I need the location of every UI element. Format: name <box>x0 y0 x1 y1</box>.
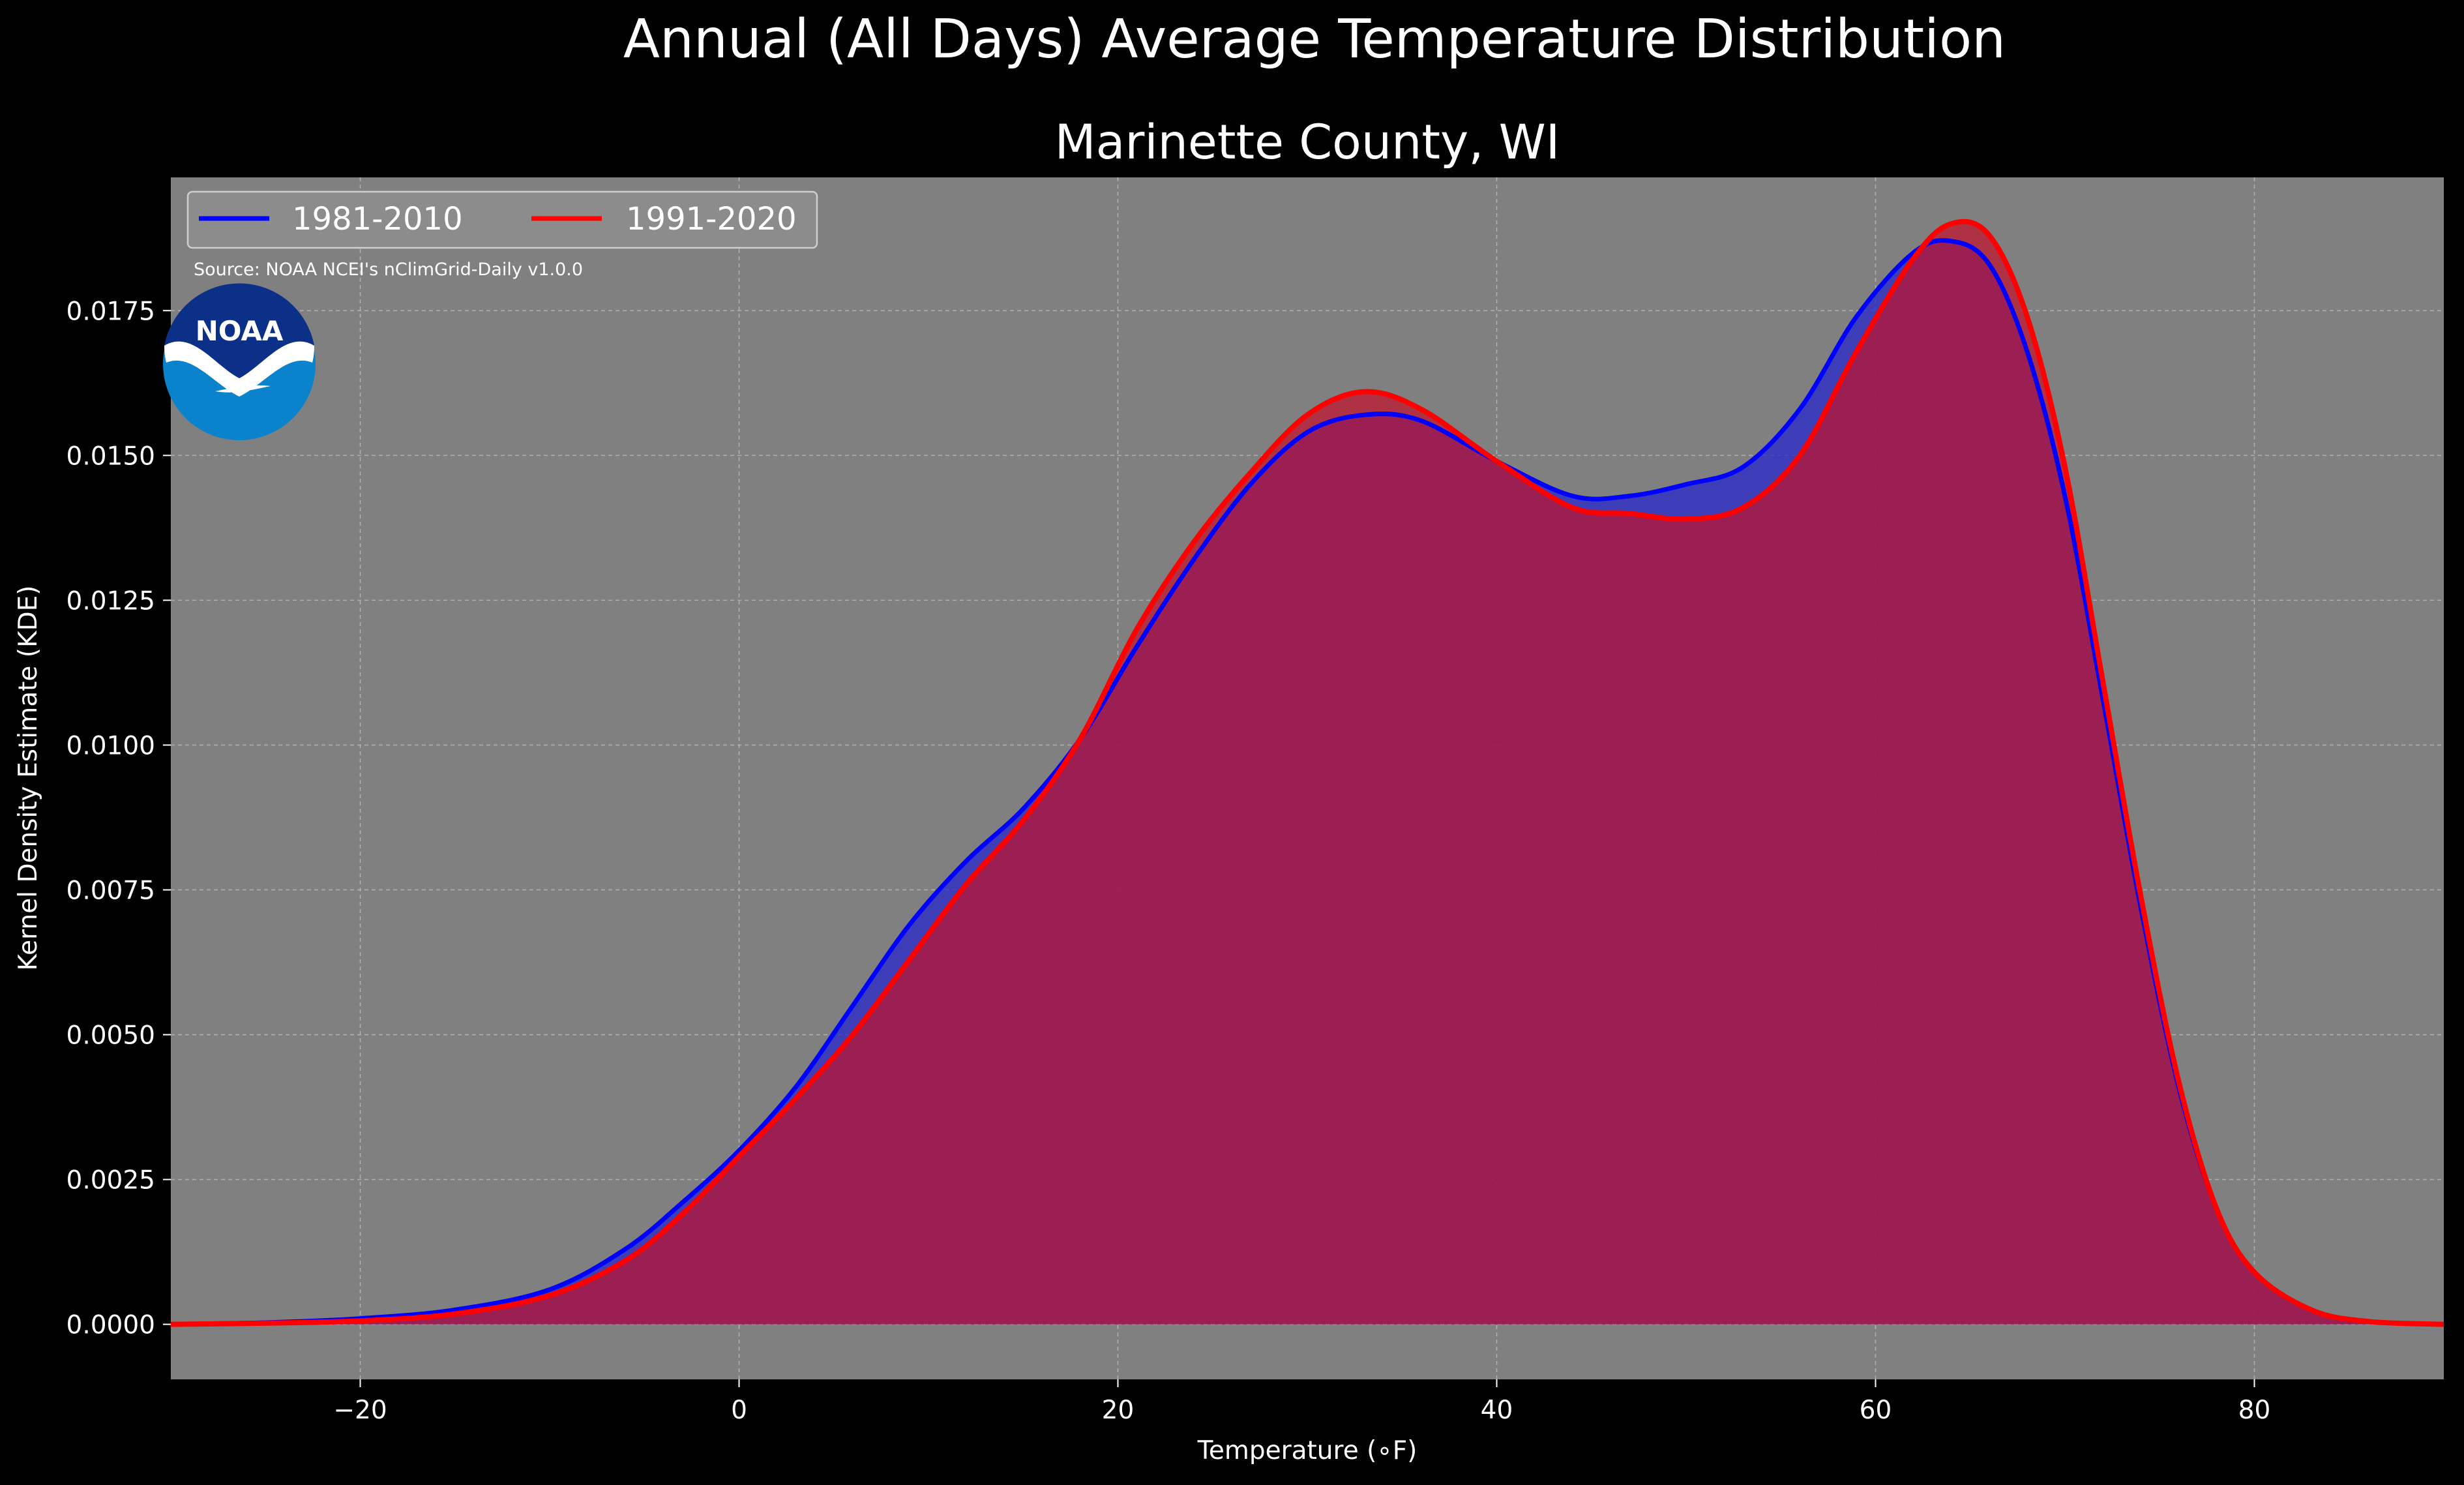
y-tick-label: 0.0150 <box>67 442 155 471</box>
y-tick-label: 0.0175 <box>67 297 155 326</box>
y-tick-label: 0.0000 <box>67 1311 155 1340</box>
x-tick-label: 0 <box>731 1396 747 1425</box>
y-tick-label: 0.0075 <box>67 876 155 905</box>
x-axis-ticks: −20 0 20 40 60 80 <box>333 1379 2270 1425</box>
x-tick-label: 60 <box>1860 1396 1892 1425</box>
y-tick-label: 0.0125 <box>67 586 155 616</box>
noaa-logo: NOAA <box>163 283 316 440</box>
x-tick-label: 40 <box>1481 1396 1513 1425</box>
source-annotation: Source: NOAA NCEI's nClimGrid-Daily v1.0… <box>194 260 583 280</box>
legend-box <box>186 190 818 249</box>
y-tick-label: 0.0050 <box>67 1021 155 1051</box>
x-tick-label: −20 <box>333 1396 387 1425</box>
x-axis-label: Temperature (∘F) <box>1197 1436 1418 1465</box>
legend: 1981-2010 1991-2020 <box>186 190 818 249</box>
series-lines <box>171 218 2444 1327</box>
noaa-logo-text: NOAA <box>196 315 284 347</box>
x-tick-label: 80 <box>2238 1396 2271 1425</box>
chart-title: Annual (All Days) Average Temperature Di… <box>623 8 2006 70</box>
y-tick-label: 0.0100 <box>67 731 155 760</box>
legend-label-1991-2020: 1991-2020 <box>626 201 797 237</box>
legend-label-1981-2010: 1981-2010 <box>292 201 463 237</box>
chart-subtitle: Marinette County, WI <box>1055 115 1560 170</box>
y-axis-ticks: 0.0000 0.0025 0.0050 0.0075 0.0100 0.0125 0.01… <box>67 297 171 1340</box>
y-axis-label: Kernel Density Estimate (KDE) <box>14 586 43 971</box>
x-tick-label: 20 <box>1102 1396 1135 1425</box>
series-fill-1991-2020 <box>171 221 2444 1325</box>
y-tick-label: 0.0025 <box>67 1166 155 1195</box>
series-line-1991-2020 <box>171 218 2444 1327</box>
series-fills <box>171 221 2444 1325</box>
